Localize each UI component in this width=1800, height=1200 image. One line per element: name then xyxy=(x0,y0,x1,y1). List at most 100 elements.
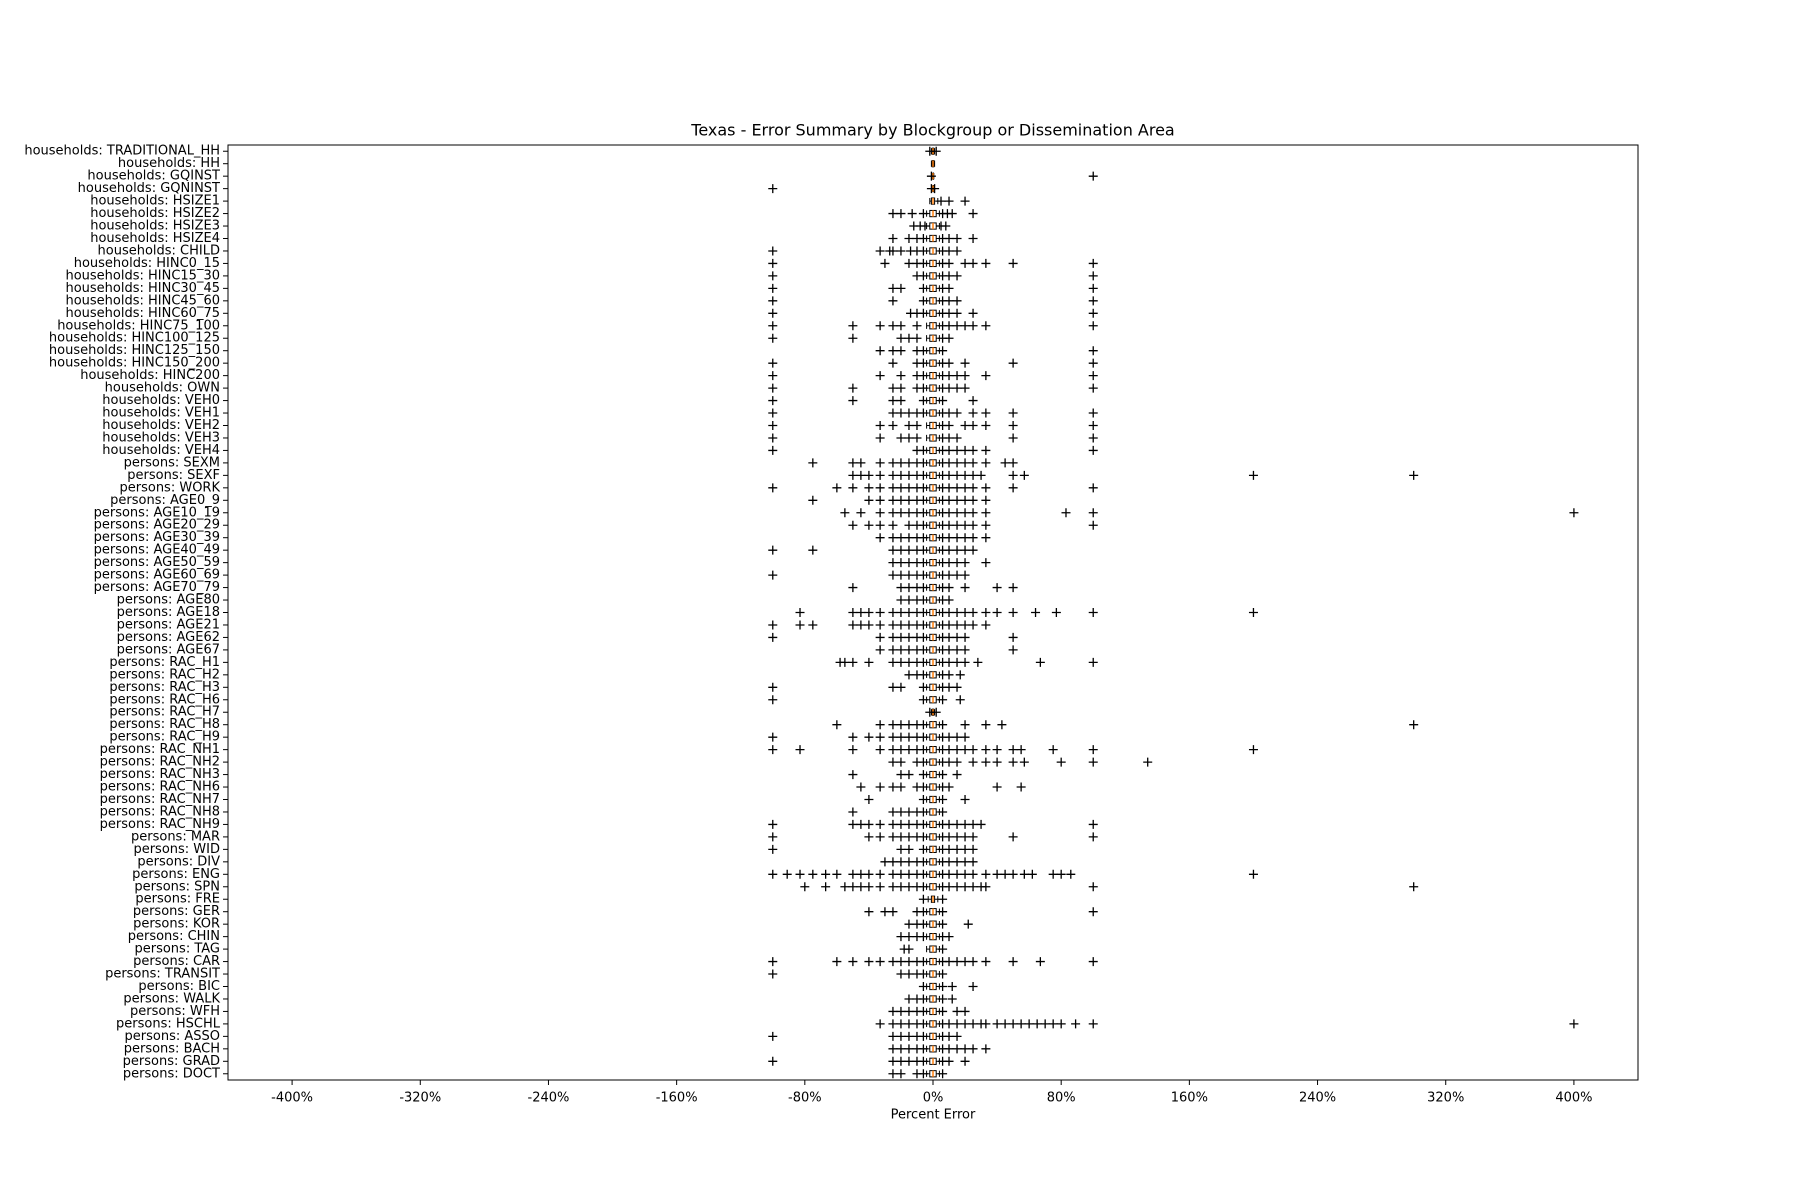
y-tick-label: persons: WORK xyxy=(120,480,221,495)
outlier xyxy=(782,869,792,879)
outlier xyxy=(888,720,898,730)
outlier xyxy=(888,458,898,468)
outlier xyxy=(896,645,906,655)
outlier xyxy=(952,608,962,617)
outlier xyxy=(973,657,983,667)
outlier xyxy=(875,632,885,642)
outlier xyxy=(968,857,978,867)
outlier xyxy=(1008,583,1018,593)
outlier xyxy=(875,882,885,892)
y-tick-label: persons: MAR xyxy=(131,829,220,844)
y-tick-label: persons: RAC_H2 xyxy=(109,667,220,682)
outlier xyxy=(768,433,778,443)
outlier xyxy=(1008,358,1018,368)
outlier xyxy=(944,258,954,268)
outlier xyxy=(888,957,898,967)
outlier xyxy=(896,620,906,630)
outlier xyxy=(888,296,898,306)
outlier xyxy=(968,470,978,480)
outlier xyxy=(1088,321,1098,331)
outlier xyxy=(952,408,962,418)
y-tick-label: persons: CHIN xyxy=(128,929,220,944)
outlier xyxy=(981,533,991,543)
outlier xyxy=(896,545,906,555)
outlier xyxy=(952,458,962,468)
outlier xyxy=(896,1056,906,1066)
outlier xyxy=(944,234,954,243)
outlier xyxy=(904,1006,914,1016)
outlier xyxy=(944,1019,954,1029)
outlier xyxy=(968,844,978,854)
outlier xyxy=(1008,957,1018,967)
outlier xyxy=(981,321,991,331)
outlier xyxy=(904,882,914,892)
outlier xyxy=(904,595,914,605)
outlier xyxy=(1088,745,1098,755)
outlier xyxy=(918,832,928,842)
outlier xyxy=(904,570,914,580)
outlier xyxy=(840,882,850,892)
outlier xyxy=(864,819,874,829)
outlier xyxy=(888,869,898,879)
y-tick-label: persons: ENG xyxy=(132,867,220,882)
outlier xyxy=(968,495,978,505)
outlier xyxy=(960,470,970,480)
outlier xyxy=(918,396,928,406)
outlier xyxy=(981,458,991,468)
outlier xyxy=(960,533,970,543)
outlier xyxy=(896,869,906,879)
outlier xyxy=(944,358,954,368)
outlier xyxy=(1088,907,1098,917)
outlier xyxy=(960,745,970,755)
outlier xyxy=(960,732,970,742)
outlier xyxy=(944,533,954,543)
outlier xyxy=(888,1019,898,1029)
outlier xyxy=(968,483,978,493)
outlier xyxy=(952,682,962,692)
outlier xyxy=(952,620,962,630)
y-tick-label: households: HINC60_75 xyxy=(65,306,220,321)
outlier xyxy=(938,1069,948,1079)
outlier xyxy=(944,333,954,343)
outlier xyxy=(1000,1019,1010,1029)
outlier xyxy=(1088,371,1098,381)
outlier xyxy=(1248,608,1258,617)
outlier xyxy=(992,608,1002,617)
outlier xyxy=(1248,745,1258,755)
outlier xyxy=(952,433,962,443)
outlier xyxy=(918,807,928,817)
outlier xyxy=(952,1019,962,1029)
outlier xyxy=(848,608,858,617)
outlier xyxy=(918,483,928,493)
outlier xyxy=(918,346,928,356)
outlier xyxy=(875,745,885,755)
outlier xyxy=(864,495,874,505)
outlier xyxy=(981,445,991,455)
y-tick-label: households: VEH1 xyxy=(102,406,220,421)
outlier xyxy=(1008,470,1018,480)
outlier xyxy=(944,495,954,505)
outlier xyxy=(944,308,954,318)
outlier xyxy=(918,271,928,281)
y-tick-label: persons: RAC_NH2 xyxy=(100,755,220,770)
y-tick-label: persons: RAC_NH6 xyxy=(100,780,220,795)
outlier xyxy=(875,645,885,655)
outlier xyxy=(952,745,962,755)
outlier xyxy=(848,620,858,630)
outlier xyxy=(896,657,906,667)
outlier xyxy=(1088,258,1098,268)
outlier xyxy=(896,396,906,406)
outlier xyxy=(888,819,898,829)
outlier xyxy=(912,433,922,443)
y-tick-label: households: VEH0 xyxy=(102,393,220,408)
outlier xyxy=(968,458,978,468)
outlier xyxy=(968,745,978,755)
y-tick-label: persons: AGE40_49 xyxy=(94,543,220,558)
outlier xyxy=(960,608,970,617)
outlier xyxy=(1008,645,1018,655)
outlier xyxy=(896,333,906,343)
outlier xyxy=(918,1031,928,1041)
outlier xyxy=(947,209,957,219)
outlier xyxy=(904,745,914,755)
outlier xyxy=(952,819,962,829)
